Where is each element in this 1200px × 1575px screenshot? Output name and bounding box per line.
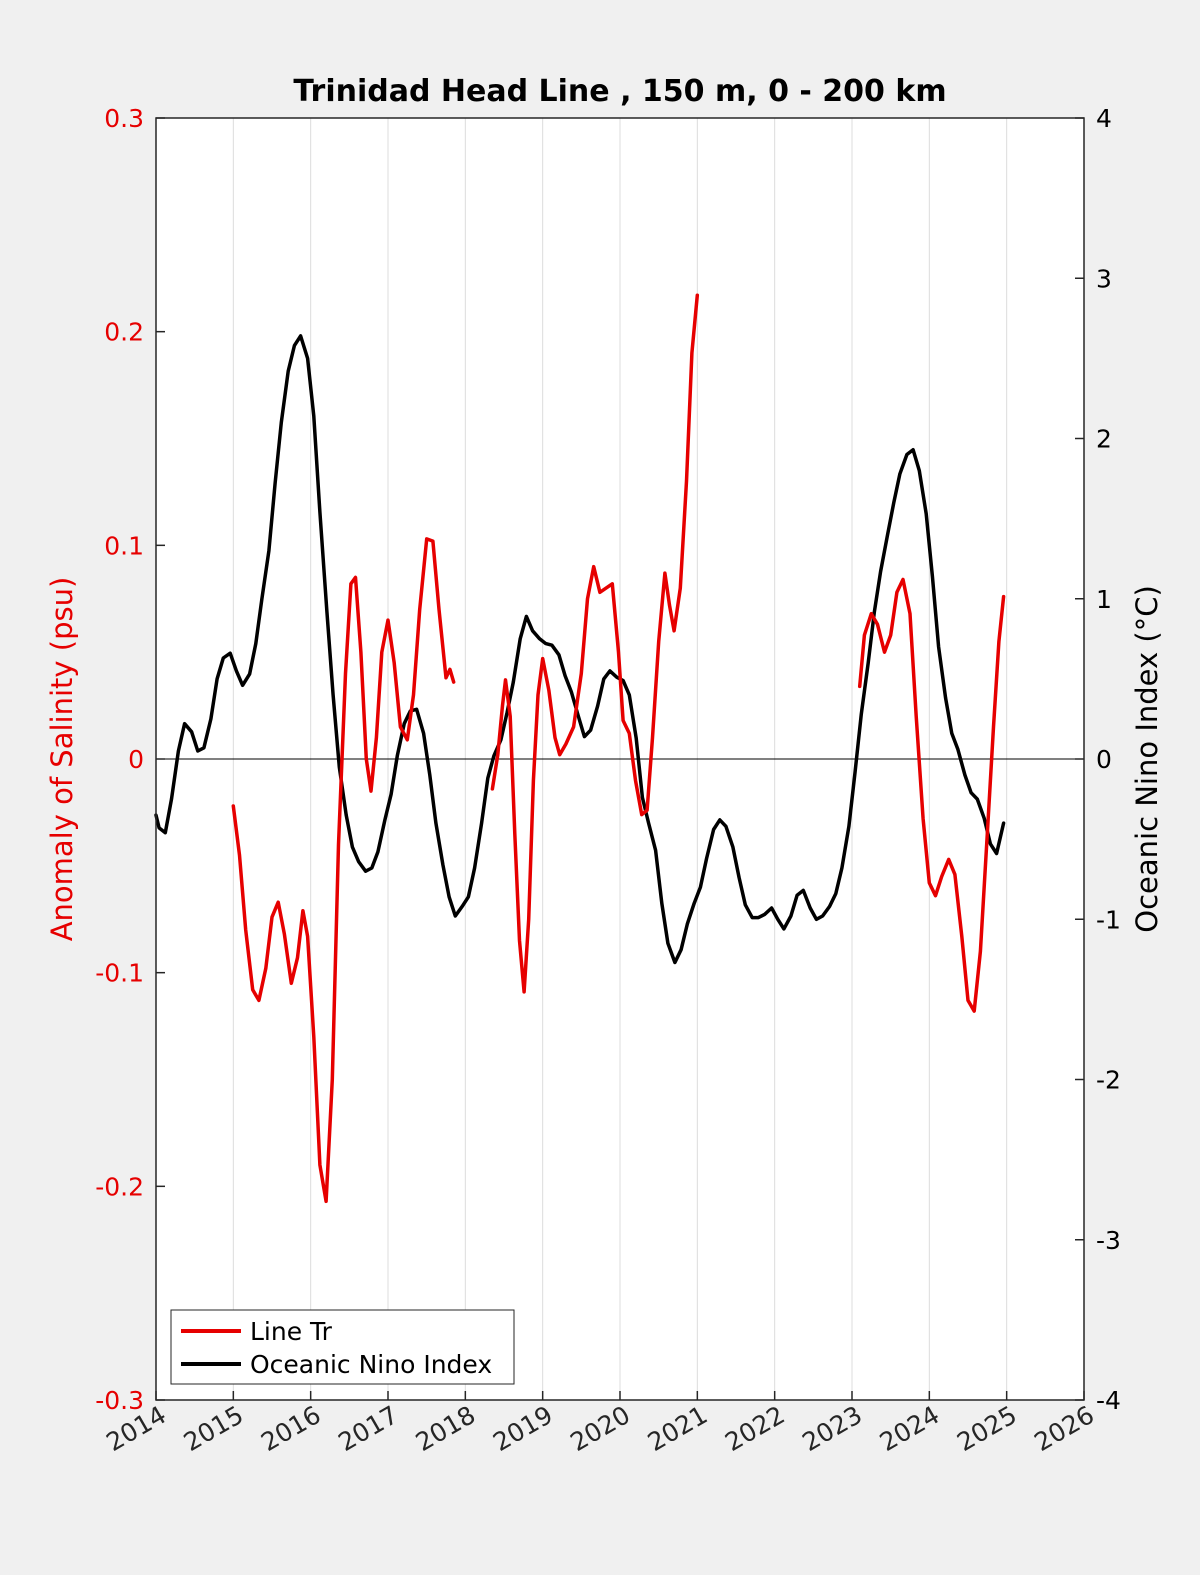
y-axis-right-label: Oceanic Nino Index (°C): [1130, 585, 1164, 933]
y-right-tick-label: 2: [1096, 425, 1112, 454]
y-right-tick-label: 0: [1096, 745, 1112, 774]
y-right-tick-label: 4: [1096, 104, 1112, 133]
y-right-tick-label: -1: [1096, 905, 1121, 934]
series-layer: [154, 293, 1006, 1204]
chart-title: Trinidad Head Line , 150 m, 0 - 200 km: [293, 74, 946, 109]
legend: Line Tr Oceanic Nino Index: [170, 1309, 515, 1385]
x-tick-label: 2026: [1029, 1400, 1099, 1457]
x-tick-label: 2024: [875, 1400, 945, 1457]
y-left-tick-label: -0.3: [95, 1386, 144, 1415]
x-tick-label: 2015: [179, 1400, 249, 1457]
legend-label-line-tr: Line Tr: [250, 1317, 333, 1346]
x-tick-label: 2016: [256, 1400, 326, 1457]
x-tick-label: 2017: [333, 1400, 403, 1457]
y-right-tick-label: 3: [1096, 264, 1112, 293]
y-left-tick-label: 0.1: [104, 531, 144, 560]
y-left-tick-label: 0: [128, 745, 144, 774]
x-tick-label: 2020: [565, 1400, 635, 1457]
series-line-line-tr: [231, 537, 456, 1204]
x-tick-label: 2023: [797, 1400, 867, 1457]
legend-label-oni: Oceanic Nino Index: [250, 1350, 492, 1379]
y-left-tick-label: -0.1: [95, 959, 144, 988]
series-line-line-tr: [857, 577, 1006, 1013]
y-left-tick-label: -0.2: [95, 1172, 144, 1201]
x-tick-label: 2021: [643, 1400, 713, 1457]
series-line-oceanic-nino-index: [154, 334, 1006, 965]
x-tick-label: 2019: [488, 1400, 558, 1457]
y-right-tick-label: 1: [1096, 585, 1112, 614]
y-right-tick-label: -2: [1096, 1066, 1121, 1095]
x-tick-label: 2022: [720, 1400, 790, 1457]
y-right-tick-label: -4: [1096, 1386, 1121, 1415]
y-left-tick-label: 0.2: [104, 318, 144, 347]
y-right-tick-label: -3: [1096, 1226, 1121, 1255]
legend-box: [170, 1309, 515, 1385]
x-tick-label: 2018: [411, 1400, 481, 1457]
series-line-line-tr: [490, 293, 700, 994]
y-left-tick-label: 0.3: [104, 104, 144, 133]
y-axis-left-label: Anomaly of Salinity (psu): [45, 577, 79, 942]
x-tick-label: 2025: [952, 1400, 1022, 1457]
